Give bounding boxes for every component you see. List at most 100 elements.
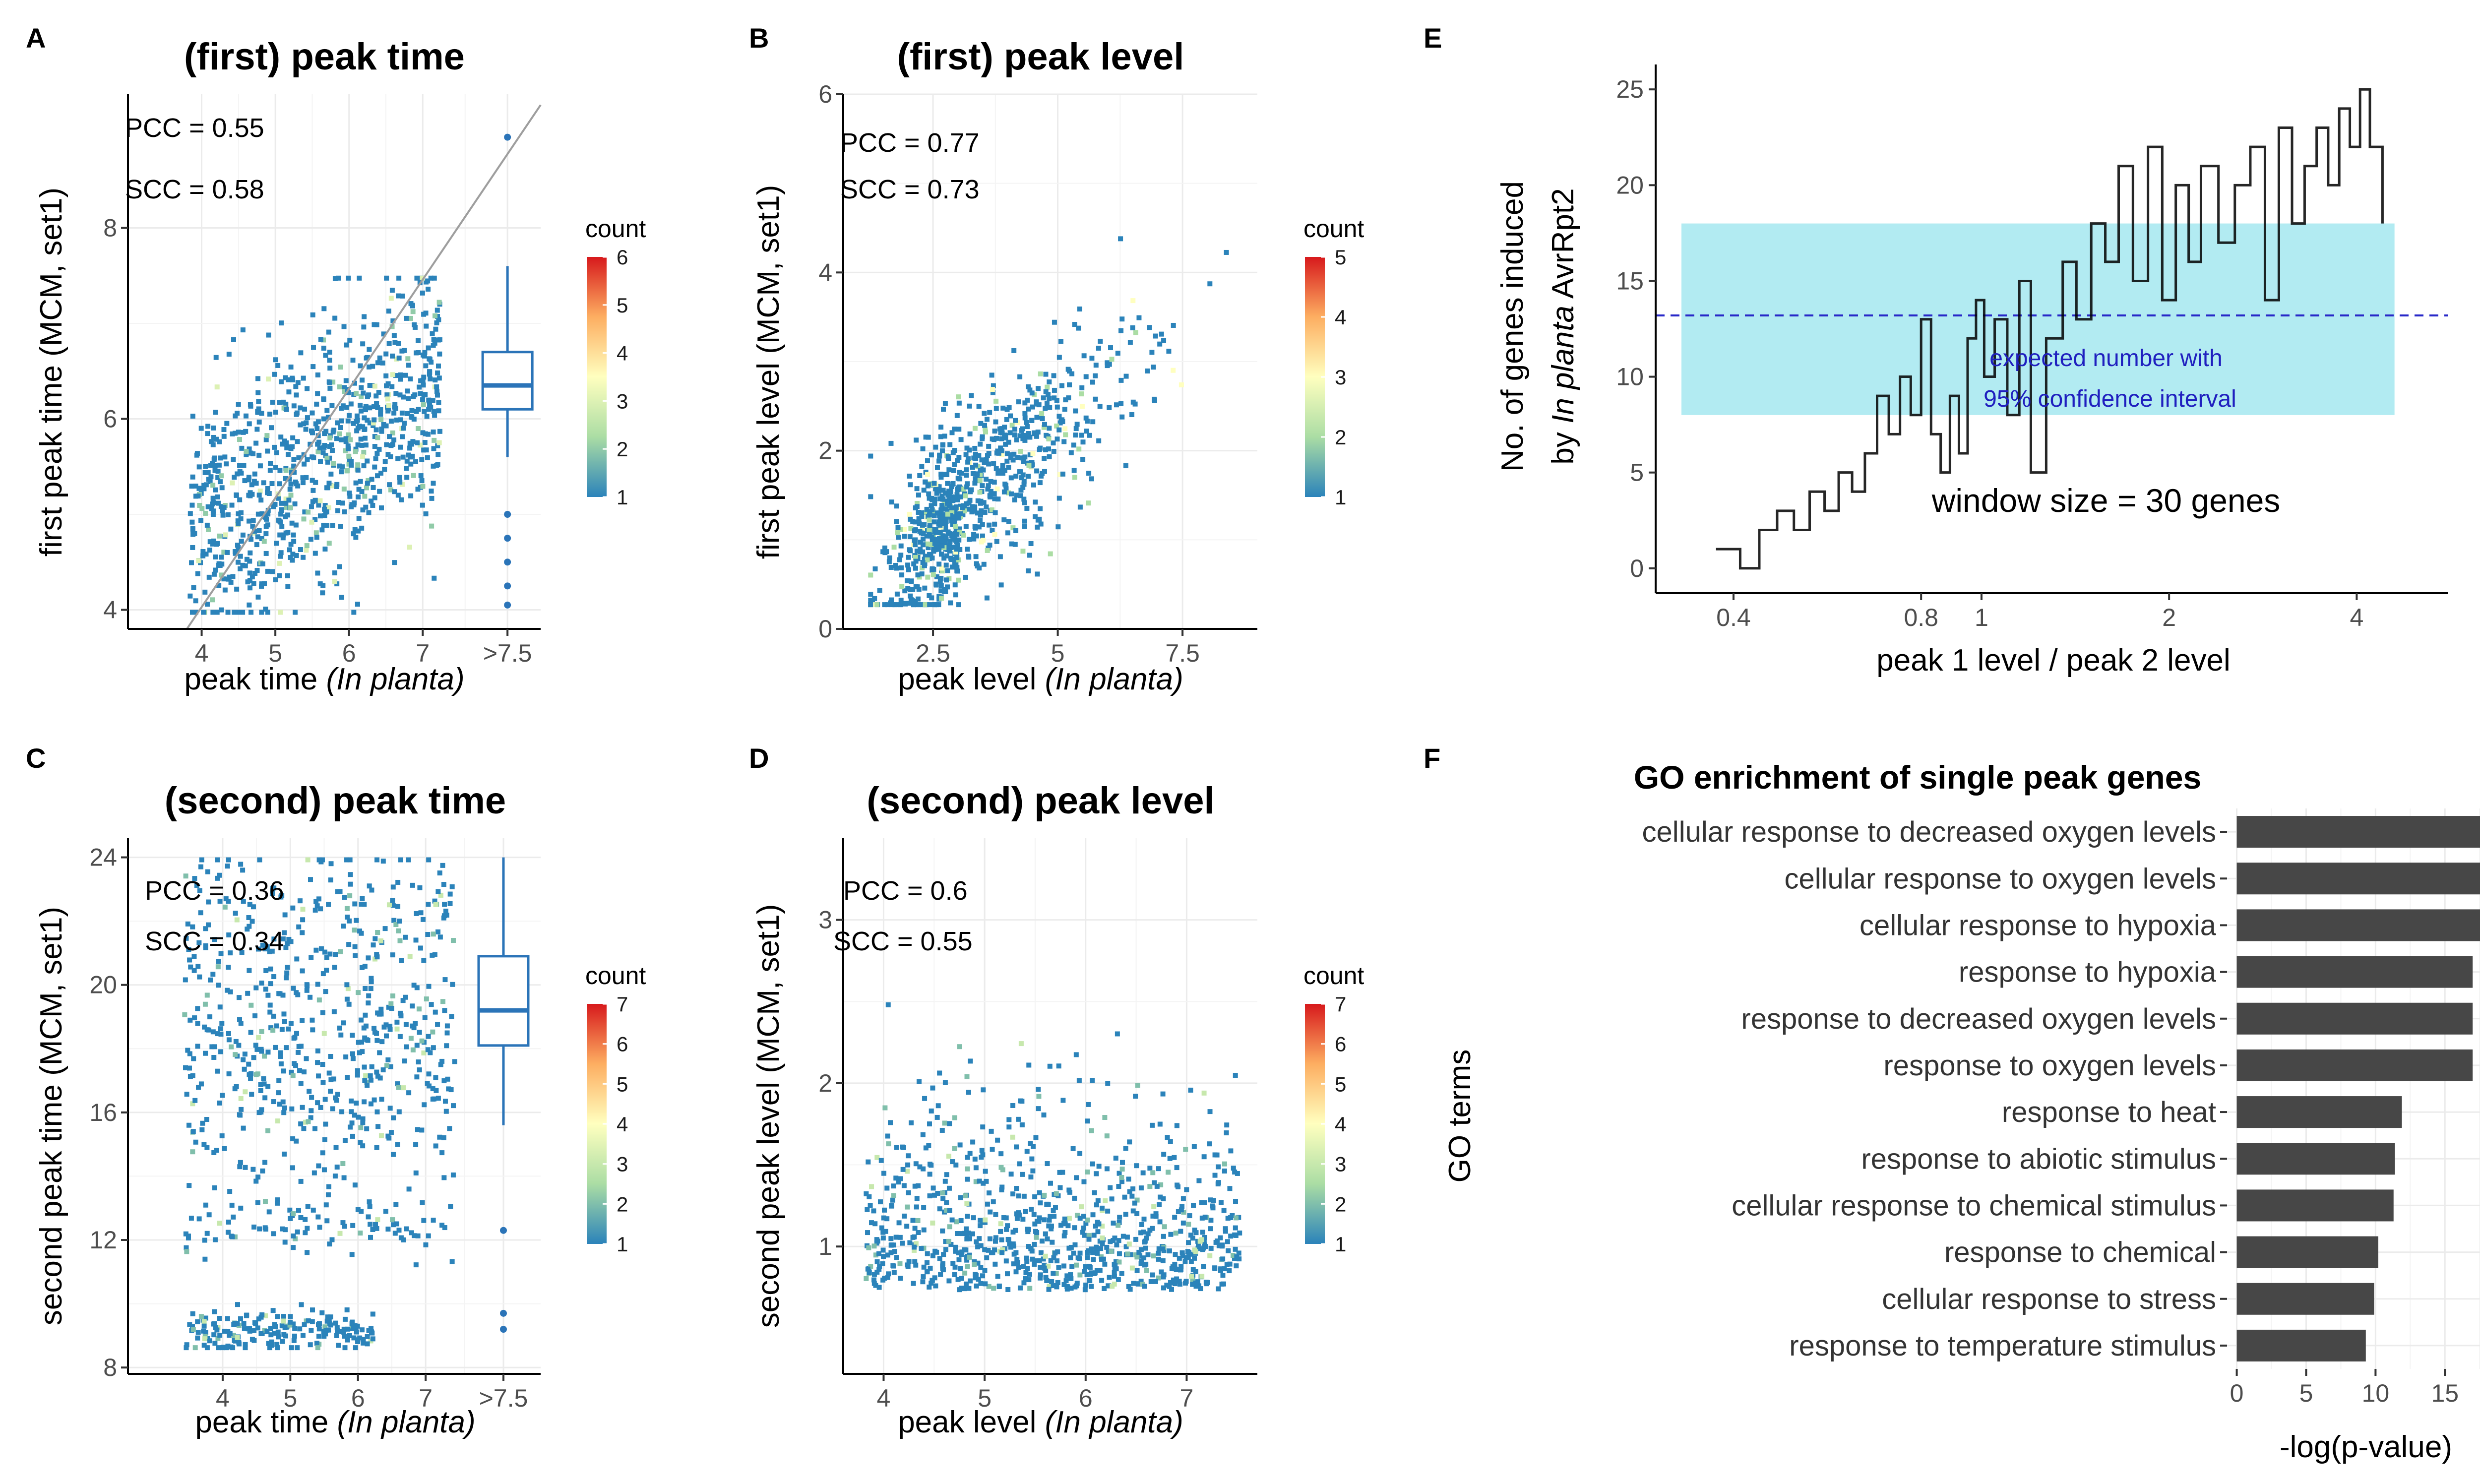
heatmap-cell [982, 411, 987, 416]
heatmap-cell [264, 1329, 270, 1335]
heatmap-cell [367, 347, 372, 352]
heatmap-cell [1016, 399, 1021, 405]
heatmap-cell [927, 512, 932, 518]
heatmap-cell [927, 527, 932, 532]
heatmap-cell [894, 591, 900, 597]
heatmap-cell [1109, 1248, 1114, 1254]
heatmap-cell [885, 1252, 890, 1258]
heatmap-cell [273, 577, 278, 582]
heatmap-cell [1227, 1186, 1233, 1191]
heatmap-cell [964, 1074, 970, 1079]
heatmap-cell [993, 398, 999, 404]
heatmap-cell [207, 977, 213, 983]
heatmap-cell [383, 423, 389, 429]
heatmap-cell [954, 1231, 960, 1236]
heatmap-cell [393, 391, 399, 396]
heatmap-cell [270, 399, 275, 405]
heatmap-cell [413, 1021, 418, 1026]
x-tick-label: 0.8 [1904, 604, 1938, 631]
heatmap-cell [374, 322, 379, 327]
heatmap-cell [358, 1231, 363, 1236]
heatmap-cell [906, 601, 912, 606]
heatmap-cell [415, 440, 420, 445]
heatmap-cell [955, 1277, 961, 1282]
heatmap-cell [372, 383, 377, 389]
heatmap-cell [270, 1028, 276, 1033]
heatmap-cell [362, 314, 367, 319]
heatmap-cell [1077, 1272, 1083, 1278]
heatmap-cell [921, 536, 926, 542]
heatmap-cell [882, 545, 888, 551]
heatmap-cell [211, 425, 216, 431]
heatmap-cell [442, 902, 447, 907]
heatmap-cell [216, 583, 222, 588]
heatmap-cell [912, 1259, 918, 1264]
heatmap-cell [288, 1319, 293, 1325]
heatmap-cell [1207, 281, 1213, 287]
heatmap-cell [362, 1064, 367, 1070]
heatmap-cell [336, 499, 341, 505]
heatmap-cell [1114, 402, 1119, 408]
heatmap-cell [1077, 1216, 1083, 1221]
heatmap-cell [924, 541, 930, 547]
heatmap-cell [1158, 1194, 1163, 1200]
heatmap-cell [291, 463, 297, 469]
heatmap-cell [1150, 1272, 1155, 1278]
heatmap-cell [251, 1328, 257, 1333]
heatmap-cell [222, 587, 228, 593]
heatmap-cell [1079, 433, 1084, 438]
heatmap-cell [275, 1118, 281, 1124]
heatmap-cell [387, 434, 392, 439]
y-tick-label: 6 [103, 405, 117, 433]
heatmap-cell [1158, 1182, 1164, 1187]
heatmap-cell [954, 413, 960, 418]
heatmap-cell [298, 547, 303, 553]
heatmap-cell [967, 537, 972, 542]
heatmap-cell [255, 946, 261, 952]
heatmap-cell [341, 1326, 347, 1332]
heatmap-cell [1056, 1063, 1061, 1069]
heatmap-cell [1159, 1269, 1164, 1275]
heatmap-cell [407, 440, 413, 446]
heatmap-cell [436, 400, 441, 405]
heatmap-cell [1161, 1285, 1167, 1291]
heatmap-cell [905, 1169, 910, 1174]
heatmap-cell [283, 476, 288, 481]
heatmap-cell [1016, 1193, 1021, 1199]
heatmap-cell [956, 1257, 962, 1262]
heatmap-cell [328, 1088, 333, 1094]
heatmap-cell [227, 1189, 233, 1194]
heatmap-cell [373, 427, 379, 433]
heatmap-cell [1031, 482, 1037, 488]
heatmap-cell [218, 1032, 224, 1037]
heatmap-cell [1096, 1164, 1102, 1169]
heatmap-cell [920, 446, 926, 451]
heatmap-cell [321, 1167, 327, 1173]
heatmap-cell [358, 402, 363, 408]
heatmap-cell [369, 976, 374, 981]
heatmap-cell [276, 495, 281, 501]
heatmap-cell [1190, 1267, 1196, 1273]
heatmap-cell [946, 467, 952, 473]
heatmap-cell [201, 486, 207, 492]
heatmap-cell [1011, 348, 1017, 353]
heatmap-cell [424, 996, 429, 1002]
heatmap-cell [973, 554, 979, 559]
heatmap-cell [425, 1081, 430, 1086]
heatmap-cell [1076, 325, 1081, 331]
heatmap-cell [352, 500, 357, 505]
heatmap-cell [360, 377, 365, 383]
heatmap-cell [978, 468, 983, 473]
heatmap-cell [1056, 427, 1062, 433]
heatmap-cell [949, 505, 954, 510]
heatmap-cell [880, 1261, 885, 1266]
heatmap-cell [210, 442, 216, 447]
heatmap-cell [1043, 371, 1049, 377]
heatmap-cell [302, 406, 308, 412]
heatmap-cell [1154, 1183, 1160, 1189]
heatmap-cell [247, 577, 252, 583]
heatmap-cell [938, 575, 944, 581]
heatmap-cell [938, 434, 943, 439]
heatmap-cell [1023, 1270, 1029, 1276]
heatmap-cell [359, 442, 365, 448]
